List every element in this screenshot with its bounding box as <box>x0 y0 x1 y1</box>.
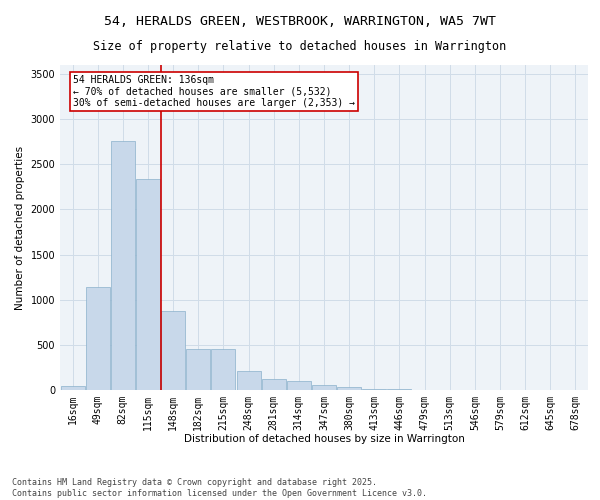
Bar <box>337 387 361 390</box>
Y-axis label: Number of detached properties: Number of detached properties <box>15 146 25 310</box>
Bar <box>136 179 160 390</box>
Bar <box>236 371 260 390</box>
Bar <box>111 141 135 390</box>
Bar <box>61 386 85 390</box>
Bar <box>211 350 235 390</box>
Bar <box>86 287 110 390</box>
Bar <box>362 388 386 390</box>
Bar <box>161 312 185 390</box>
Text: Contains HM Land Registry data © Crown copyright and database right 2025.
Contai: Contains HM Land Registry data © Crown c… <box>12 478 427 498</box>
Text: 54 HERALDS GREEN: 136sqm
← 70% of detached houses are smaller (5,532)
30% of sem: 54 HERALDS GREEN: 136sqm ← 70% of detach… <box>73 75 355 108</box>
Text: 54, HERALDS GREEN, WESTBROOK, WARRINGTON, WA5 7WT: 54, HERALDS GREEN, WESTBROOK, WARRINGTON… <box>104 15 496 28</box>
Bar <box>287 381 311 390</box>
X-axis label: Distribution of detached houses by size in Warrington: Distribution of detached houses by size … <box>184 434 464 444</box>
Bar <box>262 379 286 390</box>
Bar <box>312 384 336 390</box>
Text: Size of property relative to detached houses in Warrington: Size of property relative to detached ho… <box>94 40 506 53</box>
Bar <box>187 350 210 390</box>
